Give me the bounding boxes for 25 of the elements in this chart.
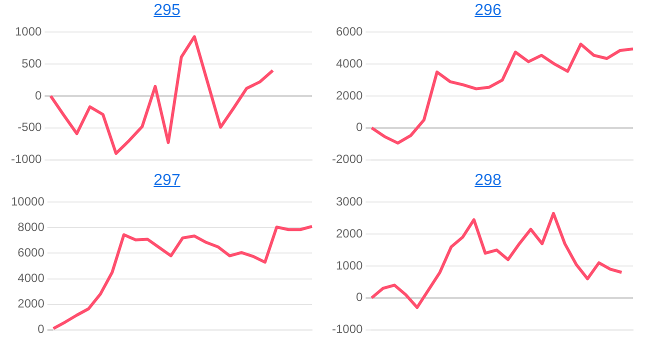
- y-tick-label: 1000: [336, 258, 364, 272]
- y-tick-label: 6000: [18, 246, 45, 260]
- y-tick-label: 4000: [18, 271, 45, 286]
- y-tick-label: 1000: [14, 24, 42, 39]
- y-tick-label: -1000: [10, 152, 42, 166]
- y-tick-label: -2000: [332, 152, 364, 166]
- y-tick-label: -1000: [332, 322, 364, 336]
- chart-title: 296: [474, 1, 502, 21]
- y-tick-label: 0: [35, 88, 42, 102]
- chart-title: 297: [152, 171, 182, 191]
- y-tick-label: 8000: [18, 220, 45, 234]
- y-tick-label: 2000: [336, 226, 364, 240]
- chart-title: 295: [152, 1, 182, 21]
- y-tick-label: 2000: [18, 296, 45, 311]
- y-tick-label: 0: [38, 322, 45, 336]
- y-tick-label: 0: [356, 290, 364, 304]
- y-tick-label: 3000: [336, 194, 364, 209]
- y-tick-label: 500: [22, 56, 42, 70]
- y-tick-label: 2000: [336, 88, 364, 102]
- y-tick-label: 0: [356, 120, 364, 134]
- chart-title: 298: [474, 171, 502, 191]
- y-tick-label: 10000: [10, 194, 45, 209]
- y-tick-label: 6000: [336, 24, 364, 39]
- y-tick-label: -500: [18, 120, 42, 134]
- y-tick-label: 4000: [336, 56, 364, 70]
